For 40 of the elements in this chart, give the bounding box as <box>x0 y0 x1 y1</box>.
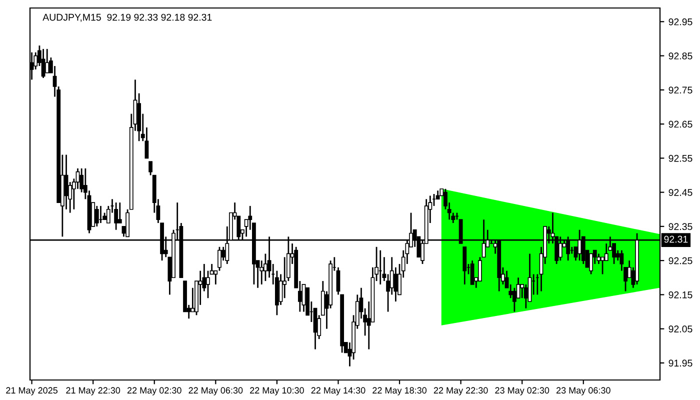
x-tick-label: 22 May 10:30 <box>250 387 304 396</box>
y-tick-label: 92.75 <box>668 86 692 94</box>
ref-line-label: 92.31 <box>664 236 688 243</box>
x-tick-label: 22 May 22:30 <box>434 387 488 396</box>
x-tick-label: 21 May 22:30 <box>66 387 120 396</box>
candlestick <box>589 253 593 275</box>
candlestick <box>114 202 118 231</box>
y-tick-label: 91.95 <box>668 360 692 367</box>
text: AUDJPY,M15 92.19 92.33 92.18 92.31 <box>42 14 212 22</box>
x-tick-label: 23 May 06:30 <box>556 387 610 396</box>
x-tick-label: 22 May 14:30 <box>311 387 366 396</box>
candlestick <box>470 260 474 286</box>
candlestick <box>148 160 152 176</box>
y-tick-label: 92.05 <box>668 326 692 332</box>
x-tick-label: 22 May 18:30 <box>372 387 427 396</box>
y-tick-label: 92.55 <box>668 154 692 162</box>
candlestick <box>206 270 210 299</box>
candlestick <box>218 246 222 272</box>
y-tick-label: 92.65 <box>668 120 692 128</box>
x-tick-label: 21 May 2025 <box>6 387 58 396</box>
y-tick-label: 92.35 <box>668 223 692 230</box>
candlestick <box>264 253 268 282</box>
candlestick <box>604 242 608 262</box>
y-tick-label: 92.25 <box>668 257 692 264</box>
y-tick-label: 92.95 <box>668 18 692 26</box>
candlestick <box>45 48 50 74</box>
y-tick-label: 92.45 <box>668 189 692 196</box>
x-tick-label: 23 May 02:30 <box>495 387 550 396</box>
candlestick <box>260 260 264 286</box>
y-tick-label: 92.85 <box>668 52 692 60</box>
y-tick-label: 92.15 <box>668 291 692 298</box>
x-tick-label: 22 May 02:30 <box>127 387 182 396</box>
candlestick <box>118 202 122 224</box>
candlestick <box>600 256 604 275</box>
candlestick <box>512 287 516 312</box>
x-tick-label: 22 May 06:30 <box>188 387 243 396</box>
candlestick <box>462 246 467 286</box>
candlestick <box>596 253 601 265</box>
candlestick <box>302 284 306 312</box>
candlestick <box>94 205 99 228</box>
